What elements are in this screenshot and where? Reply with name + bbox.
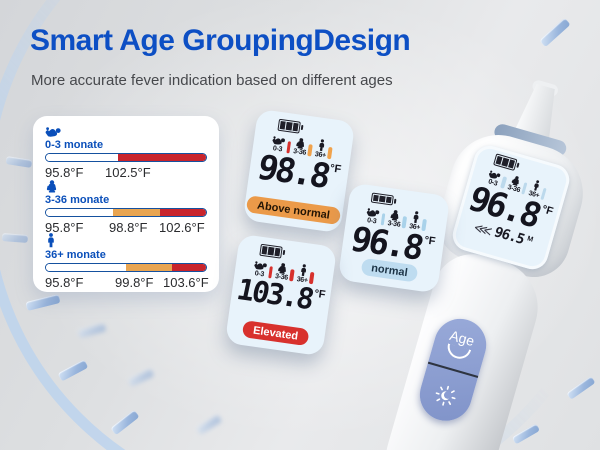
temp-value: 95.8°F xyxy=(45,220,84,235)
temp-value: 98.8°F xyxy=(109,220,148,235)
temp-value: 102.5°F xyxy=(105,165,151,180)
range-segment-normal xyxy=(46,154,118,161)
temperature-labels: 95.8°F 98.8°F 102.6°F xyxy=(45,220,207,235)
age-group-3-36: 3-36 monate 95.8°F 98.8°F 102.6°F xyxy=(45,180,207,235)
device-display: 0-3 3-36 36+ 96.8 °F ⋘ 96. xyxy=(449,142,574,273)
person-standing-icon xyxy=(413,211,419,224)
temperature-labels: 95.8°F 102.5°F xyxy=(45,165,207,180)
status-badge: Above normal xyxy=(246,195,341,226)
temp-digits: 103.8 xyxy=(233,272,316,316)
range-segment-elevated xyxy=(126,264,173,271)
range-segment-normal xyxy=(46,209,114,216)
page-subtitle: More accurate fever indication based on … xyxy=(31,72,393,89)
temp-value: 102.6°F xyxy=(159,220,205,235)
device-buttons: Age xyxy=(413,312,493,427)
baby-sitting-icon xyxy=(296,138,305,149)
age-group-0-3: 0-3 monate 95.8°F 102.5°F xyxy=(45,125,207,180)
temp-value: 103.6°F xyxy=(163,275,209,290)
age-group-36plus: 36+ monate 95.8°F 99.8°F 103.6°F xyxy=(45,233,209,290)
age-indicator-row: 0-3 3-36 36+ xyxy=(485,166,550,201)
temperature-readout: 98.8 °F xyxy=(253,147,342,197)
temp-digits: 98.8 xyxy=(253,147,332,197)
baby-lying-icon xyxy=(45,125,207,138)
age-indicator-row: 0-3 3-36 36+ xyxy=(252,257,317,286)
page-title: Smart Age GroupingDesign xyxy=(30,24,411,57)
temperature-labels: 95.8°F 99.8°F 103.6°F xyxy=(45,275,209,290)
person-standing-icon xyxy=(319,139,325,152)
battery-icon xyxy=(370,192,394,206)
temperature-range-bar xyxy=(45,208,207,217)
temperature-range-bar xyxy=(45,153,207,162)
tick-mark xyxy=(566,376,596,400)
temp-unit: °F xyxy=(329,162,342,176)
temp-value: 95.8°F xyxy=(45,165,84,180)
temp-value: 99.8°F xyxy=(115,275,154,290)
age-group-label: 3-36 monate xyxy=(45,194,110,206)
lcd-card-elevated: 0-3 3-36 36+ 103.8 °F Elevated xyxy=(224,233,338,357)
battery-icon xyxy=(259,243,283,259)
person-standing-icon xyxy=(45,233,207,248)
lcd-card-normal: 0-3 3-36 36+ 96.8 °F normal xyxy=(337,182,451,294)
age-indicator-row: 0-3 3-36 36+ xyxy=(270,132,335,161)
range-segment-fever xyxy=(159,209,206,216)
baby-lying-icon xyxy=(253,261,267,270)
device-body: Age xyxy=(375,244,550,450)
baby-sitting-icon xyxy=(511,176,519,186)
tick-mark xyxy=(1,233,29,243)
status-badge: Elevated xyxy=(242,320,310,347)
temperature-readout: 96.8 °F xyxy=(347,219,437,269)
baby-sitting-icon xyxy=(390,210,399,221)
age-group-label: 36+ monate xyxy=(45,249,106,261)
sun-moon-icon xyxy=(435,385,456,406)
range-segment-fever xyxy=(172,264,206,271)
temp-digits: 96.8 xyxy=(347,219,426,269)
temp-unit: °F xyxy=(313,287,327,302)
baby-sitting-icon xyxy=(45,180,207,193)
temperature-range-bar xyxy=(45,263,207,272)
age-indicator-row: 0-3 3-36 36+ xyxy=(364,204,429,233)
baby-lying-icon xyxy=(366,208,379,217)
age-group-label: 0-3 monate xyxy=(45,139,104,151)
person-standing-icon xyxy=(533,180,539,191)
baby-lying-icon xyxy=(489,170,501,179)
baby-lying-icon xyxy=(272,136,285,145)
temp-unit: °F xyxy=(540,203,555,218)
temp-unit: °F xyxy=(423,234,437,248)
lcd-card-above-normal: 0-3 3-36 36+ 98.8 °F Above normal xyxy=(242,108,356,234)
range-segment-elevated xyxy=(113,209,160,216)
age-range-panel: 0-3 monate 95.8°F 102.5°F 3-36 monate 95… xyxy=(33,116,219,292)
baby-sitting-icon xyxy=(278,263,286,274)
person-standing-icon xyxy=(300,264,306,277)
memory-flag: M xyxy=(526,235,534,244)
backlight-button[interactable] xyxy=(414,364,478,427)
range-segment-normal xyxy=(46,264,126,271)
ear-thermometer-device: 0-3 3-36 36+ 96.8 °F ⋘ 96. xyxy=(355,66,600,450)
range-segment-fever xyxy=(118,154,206,161)
temp-value: 95.8°F xyxy=(45,275,84,290)
battery-icon xyxy=(277,118,301,134)
